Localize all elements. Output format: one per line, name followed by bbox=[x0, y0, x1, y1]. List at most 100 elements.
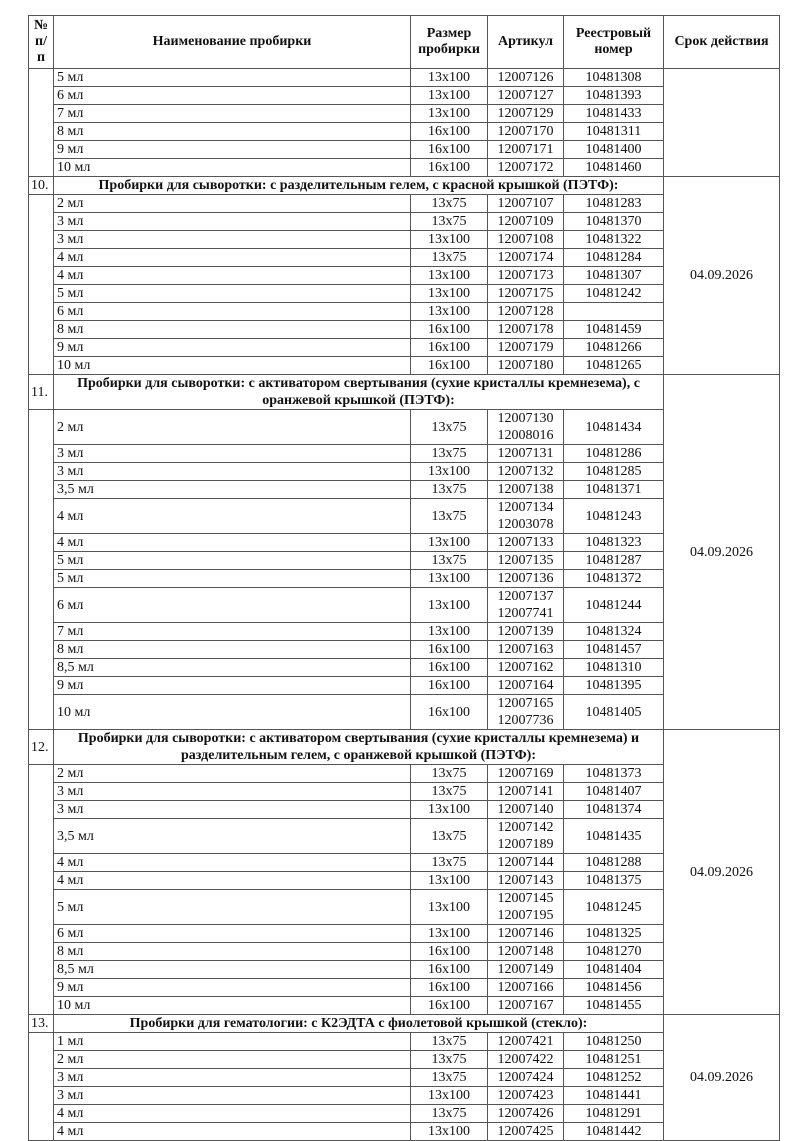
article-number: 12007142 bbox=[497, 820, 554, 835]
table-row: 5 мл 13x100 12007175 10481242 bbox=[29, 284, 780, 303]
tube-name: 10 мл bbox=[53, 356, 411, 375]
table-row: 10 мл 16x100 12007172 10481460 bbox=[29, 158, 780, 177]
article-number: 12007143 bbox=[497, 873, 554, 888]
tube-name: 7 мл bbox=[53, 622, 411, 641]
article-number: 12007148 bbox=[497, 944, 554, 959]
article-number: 12007131 bbox=[497, 446, 554, 461]
tube-name: 4 мл bbox=[53, 266, 411, 285]
article-number: 12007144 bbox=[497, 855, 554, 870]
header-name: Наименование пробирки bbox=[53, 15, 411, 69]
tube-size: 16x100 bbox=[410, 694, 488, 730]
tube-size: 13x75 bbox=[410, 853, 488, 872]
section-header-row: 10. Пробирки для сыворотки: с разделитель… bbox=[28, 176, 780, 375]
tube-size: 13x100 bbox=[410, 871, 488, 890]
article-cell: 12007172 bbox=[487, 158, 564, 177]
registry-number: 10481323 bbox=[563, 533, 664, 552]
table-row: 3 мл 13x100 12007108 10481322 bbox=[29, 230, 780, 249]
tube-size: 13x100 bbox=[410, 800, 488, 819]
article-number: 12008016 bbox=[497, 428, 554, 443]
registry-number: 10481375 bbox=[563, 871, 664, 890]
article-cell: 12007174 bbox=[487, 248, 564, 267]
article-number: 12007421 bbox=[497, 1034, 554, 1049]
article-cell: 12007140 bbox=[487, 800, 564, 819]
article-cell: 12007424 bbox=[487, 1068, 564, 1087]
registry-number: 10481245 bbox=[563, 889, 664, 925]
tube-size: 13x100 bbox=[410, 230, 488, 249]
tube-name: 8,5 мл bbox=[53, 960, 411, 979]
table-row: 7 мл 13x100 12007139 10481324 bbox=[29, 622, 780, 641]
header-article: Артикул bbox=[487, 15, 564, 69]
tube-name: 3 мл bbox=[53, 444, 411, 463]
article-cell: 12007171 bbox=[487, 140, 564, 159]
tube-name: 9 мл bbox=[53, 676, 411, 695]
tube-name: 5 мл bbox=[53, 889, 411, 925]
tubes-table: № п/п Наименование пробирки Размер проби… bbox=[28, 15, 780, 1141]
article-number: 12007164 bbox=[497, 678, 554, 693]
registry-number: 10481310 bbox=[563, 658, 664, 677]
tube-size: 16x100 bbox=[410, 320, 488, 339]
table-row: 3 мл 13x75 12007424 10481252 bbox=[29, 1068, 780, 1087]
section-number: 11. bbox=[28, 374, 54, 410]
tube-size: 16x100 bbox=[410, 338, 488, 357]
article-cell: 12007178 bbox=[487, 320, 564, 339]
expiry-date: 04.09.2026 bbox=[663, 374, 780, 730]
number-cell-empty bbox=[28, 1032, 54, 1141]
article-cell: 12007163 bbox=[487, 640, 564, 659]
tube-name: 3 мл bbox=[53, 782, 411, 801]
article-cell: 12007423 bbox=[487, 1086, 564, 1105]
registry-number: 10481283 bbox=[563, 194, 664, 213]
registry-number: 10481266 bbox=[563, 338, 664, 357]
registry-number: 10481433 bbox=[563, 104, 664, 123]
table-row: 4 мл 13x75 12007144 10481288 bbox=[29, 853, 780, 872]
number-cell-empty bbox=[28, 68, 54, 177]
tube-size: 16x100 bbox=[410, 978, 488, 997]
article-number: 12007175 bbox=[497, 286, 554, 301]
article-cell: 12007166 bbox=[487, 978, 564, 997]
tube-size: 13x100 bbox=[410, 266, 488, 285]
article-number: 12003078 bbox=[497, 517, 554, 532]
registry-number: 10481370 bbox=[563, 212, 664, 231]
tube-size: 16x100 bbox=[410, 640, 488, 659]
article-number: 12007189 bbox=[497, 837, 554, 852]
tube-name: 4 мл bbox=[53, 1104, 411, 1123]
tube-name: 8 мл bbox=[53, 640, 411, 659]
article-number: 12007133 bbox=[497, 535, 554, 550]
tube-name: 8 мл bbox=[53, 122, 411, 141]
section-header-row: 13. Пробирки для гематологии: с К2ЭДТА с … bbox=[28, 1014, 780, 1141]
registry-number: 10481460 bbox=[563, 158, 664, 177]
tube-size: 16x100 bbox=[410, 996, 488, 1015]
tube-name: 3 мл bbox=[53, 462, 411, 481]
tube-name: 4 мл bbox=[53, 853, 411, 872]
table-row: 6 мл 13x100 12007137 12007741 10481244 bbox=[29, 587, 780, 623]
article-number: 12007169 bbox=[497, 766, 554, 781]
table-row: 4 мл 13x100 12007143 10481375 bbox=[29, 871, 780, 890]
table-row: 3,5 мл 13x75 12007138 10481371 bbox=[29, 480, 780, 499]
tube-size: 13x75 bbox=[410, 1068, 488, 1087]
tube-name: 4 мл bbox=[53, 248, 411, 267]
article-cell: 12007170 bbox=[487, 122, 564, 141]
registry-number: 10481322 bbox=[563, 230, 664, 249]
tube-size: 16x100 bbox=[410, 658, 488, 677]
article-cell: 12007175 bbox=[487, 284, 564, 303]
article-number: 12007741 bbox=[497, 606, 554, 621]
article-number: 12007135 bbox=[497, 553, 554, 568]
article-number: 12007137 bbox=[497, 589, 554, 604]
table-row: 6 мл 13x100 12007127 10481393 bbox=[29, 86, 780, 105]
tube-size: 13x75 bbox=[410, 551, 488, 570]
tube-name: 3,5 мл bbox=[53, 480, 411, 499]
article-number: 12007172 bbox=[497, 160, 554, 175]
table-row: 3,5 мл 13x75 12007142 12007189 10481435 bbox=[29, 818, 780, 854]
table-row: 9 мл 16x100 12007164 10481395 bbox=[29, 676, 780, 695]
registry-number: 10481288 bbox=[563, 853, 664, 872]
tube-name: 3 мл bbox=[53, 800, 411, 819]
table-row: 3 мл 13x100 12007140 10481374 bbox=[29, 800, 780, 819]
table-row: 10 мл 16x100 12007180 10481265 bbox=[29, 356, 780, 375]
tube-size: 16x100 bbox=[410, 960, 488, 979]
table-row: 3 мл 13x75 12007141 10481407 bbox=[29, 782, 780, 801]
article-number: 12007149 bbox=[497, 962, 554, 977]
registry-number: 10481251 bbox=[563, 1050, 664, 1069]
section-number: 13. bbox=[28, 1014, 54, 1033]
tube-name: 8 мл bbox=[53, 320, 411, 339]
tube-name: 6 мл bbox=[53, 302, 411, 321]
registry-number: 10481308 bbox=[563, 68, 664, 87]
